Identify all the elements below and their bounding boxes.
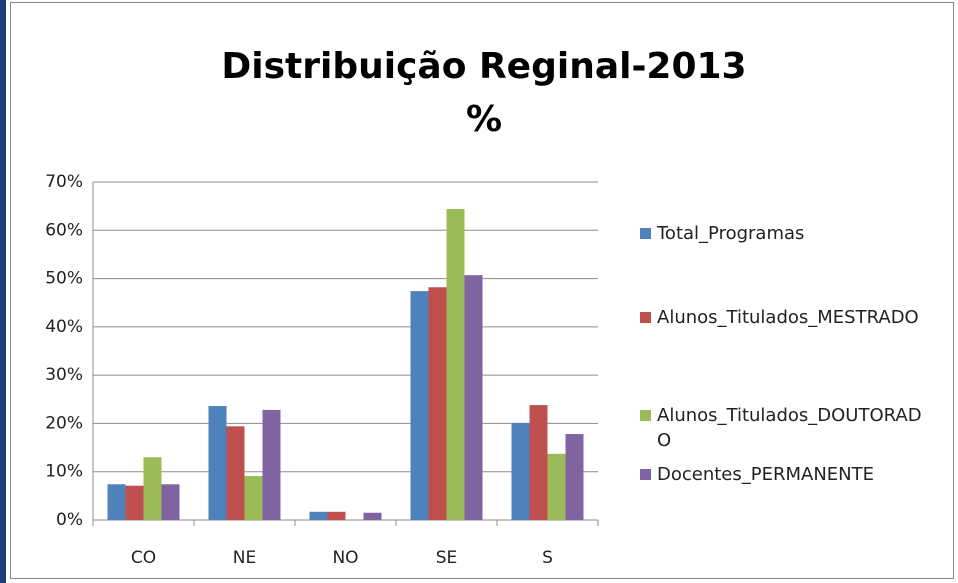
legend-label: Docentes_PERMANENTE	[657, 464, 875, 485]
x-tick-label: S	[542, 548, 553, 568]
x-tick-label: NE	[233, 548, 256, 568]
bar	[547, 453, 566, 520]
legend-label: Total_Programas	[657, 223, 805, 244]
y-tick-label: 40%	[45, 317, 83, 337]
bar	[410, 291, 429, 520]
bar	[511, 422, 530, 520]
chart-frame	[10, 2, 954, 579]
x-tick-label: NO	[332, 548, 358, 568]
legend-label: Alunos_Titulados_MESTRADO	[657, 307, 919, 328]
y-tick-label: 0%	[56, 510, 83, 530]
bar	[244, 476, 263, 520]
chart-subtitle: %	[466, 99, 502, 140]
bar	[428, 287, 447, 520]
bar	[208, 406, 227, 520]
legend-swatch	[640, 410, 651, 421]
x-tick-label: CO	[131, 548, 156, 568]
bar	[363, 512, 382, 520]
bar	[464, 275, 483, 520]
bar	[309, 511, 328, 520]
bar	[125, 485, 144, 520]
legend-swatch	[640, 228, 651, 239]
y-tick-label: 10%	[45, 462, 83, 482]
y-tick-label: 50%	[45, 269, 83, 289]
y-tick-label: 70%	[45, 172, 83, 192]
chart-title: Distribuição Reginal-2013	[221, 46, 746, 87]
x-tick-label: SE	[436, 548, 458, 568]
bar	[262, 409, 281, 520]
legend-swatch	[640, 312, 651, 323]
legend-swatch	[640, 469, 651, 480]
y-tick-label: 30%	[45, 365, 83, 385]
y-tick-label: 20%	[45, 413, 83, 433]
window-edge	[0, 0, 6, 583]
legend-label: Alunos_Titulados_DOUTORADO	[657, 405, 922, 451]
bar	[327, 511, 346, 520]
legend-item: Docentes_PERMANENTE	[640, 462, 930, 487]
bar	[446, 209, 465, 521]
bar	[161, 484, 180, 520]
bar	[529, 405, 548, 520]
legend-item: Alunos_Titulados_MESTRADO	[640, 305, 930, 330]
bar	[226, 426, 245, 520]
bar	[143, 457, 162, 520]
bar	[565, 434, 584, 520]
legend-item: Total_Programas	[640, 221, 930, 246]
bar	[107, 484, 126, 520]
legend-item: Alunos_Titulados_DOUTORADO	[640, 403, 930, 453]
y-tick-label: 60%	[45, 220, 83, 240]
